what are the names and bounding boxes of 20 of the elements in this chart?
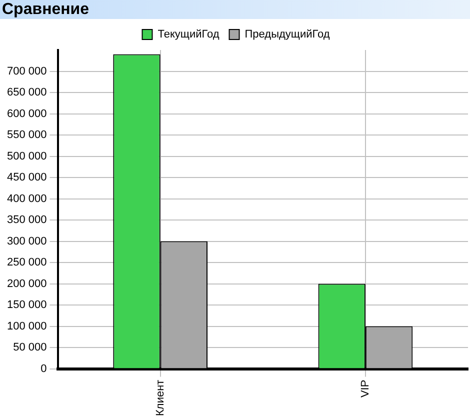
y-tick-label: 0 [40,362,47,375]
y-tick-label: 150 000 [6,299,47,312]
chart-title: Сравнение [0,0,470,19]
y-tick-label: 650 000 [6,86,47,99]
x-tick-label: Клиент [154,380,166,416]
y-tick-label: 500 000 [6,150,47,162]
y-tick-label: 550 000 [6,129,47,142]
y-tick-label: 250 000 [6,256,47,269]
y-tick-label: 50 000 [13,342,47,354]
legend-label: ТекущийГод [158,28,220,41]
y-tick-label: 350 000 [6,214,47,226]
y-tick-label: 450 000 [6,172,47,184]
x-tick-label: VIP [359,380,372,398]
legend-label: ПредыдущийГод [244,28,330,41]
y-tick-label: 100 000 [6,320,47,332]
y-tick-label: 300 000 [6,235,47,248]
y-tick-label: 700 000 [6,65,47,78]
y-tick-label: 400 000 [6,192,47,205]
y-tick-label: 600 000 [6,108,47,120]
y-tick-label: 200 000 [6,278,47,290]
